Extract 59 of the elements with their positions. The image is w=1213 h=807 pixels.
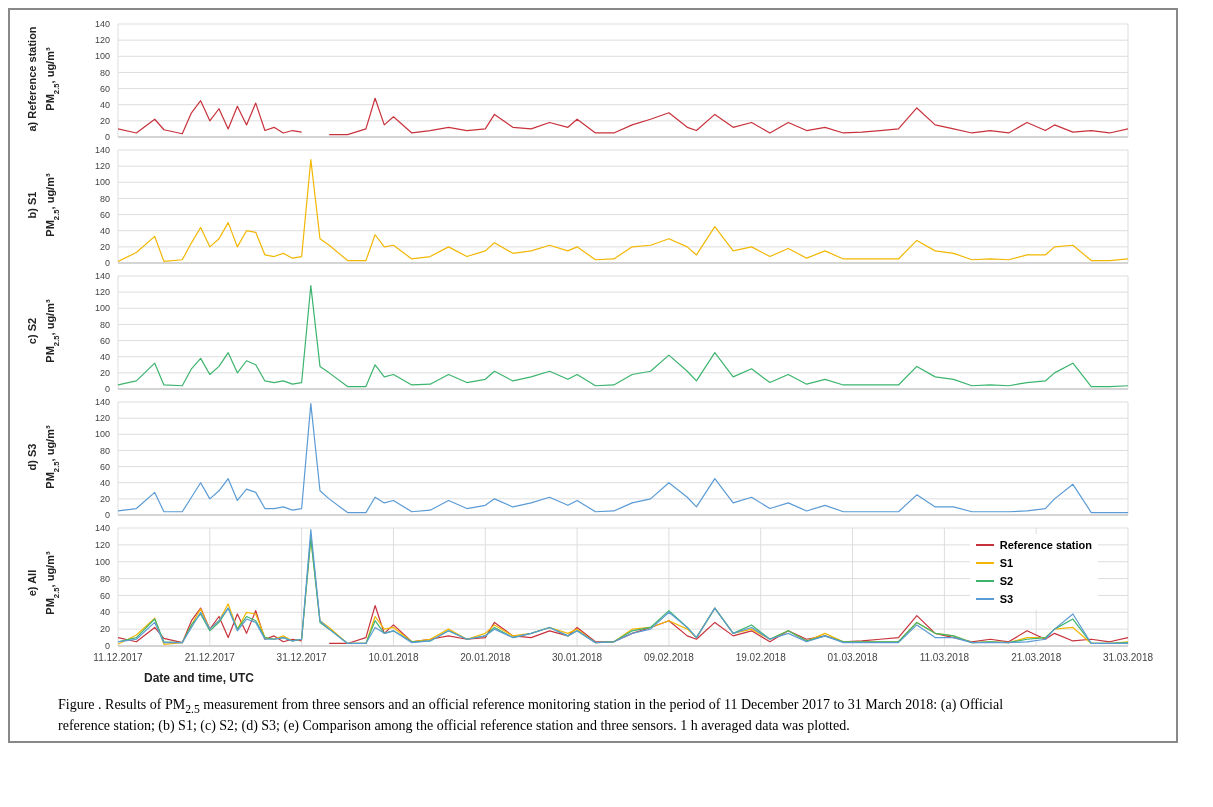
y-tick-label: 100: [94, 177, 110, 188]
y-tick-label: 80: [99, 193, 110, 204]
y-tick-label: 60: [99, 83, 110, 94]
y-tick-label: 0: [104, 510, 110, 521]
text: Figure . Results of PM$_{2.5}$ measurement from three sensors and an official reference monitoring station in the period of 11 December 2017 to 31 March 2018: (a) Official reference station; (b) S1; (c) S2; (d) S3; (e) Comparison among the official reference station and three sensors. 1 h averaged data was plotted.: [58, 696, 1005, 735]
x-tick-label: 30.01.2018: [552, 652, 603, 664]
legend-label: S3: [999, 592, 1014, 607]
y-tick-label: 40: [99, 225, 110, 236]
x-tick-label: 31.12.2017: [276, 652, 328, 664]
x-tick-label: 10.01.2018: [368, 652, 419, 664]
y-tick-label: 20: [99, 242, 110, 253]
legend-label: S2: [999, 574, 1014, 589]
y-tick-label: 100: [94, 303, 110, 314]
x-axis-title: Date and time, UTC: [144, 671, 255, 685]
y-tick-label: 80: [99, 67, 110, 78]
y-tick-label: 140: [94, 271, 110, 282]
y-tick-label: 80: [99, 319, 110, 330]
y-tick-label: 20: [99, 116, 110, 127]
x-tick-label: 21.03.2018: [1011, 652, 1062, 664]
x-tick-label: 31.03.2018: [1102, 652, 1154, 664]
y-tick-label: 100: [94, 429, 110, 440]
y-tick-label: 60: [99, 590, 110, 601]
y-tick-label: 40: [99, 607, 110, 618]
x-tick-label: 11.12.2017: [93, 652, 144, 664]
y-tick-label: 40: [99, 351, 110, 362]
y-tick-label: 60: [99, 335, 110, 346]
x-tick-label: 11.03.2018: [919, 652, 970, 664]
y-tick-label: 0: [104, 641, 110, 652]
y-tick-label: 80: [99, 445, 110, 456]
y-tick-label: 100: [94, 51, 110, 62]
y-tick-label: 120: [94, 35, 110, 46]
y-tick-label: 60: [99, 209, 110, 220]
y-tick-label: 120: [94, 287, 110, 298]
y-tick-label: 140: [94, 523, 110, 534]
legend-label: Reference station: [999, 538, 1092, 553]
y-tick-label: 60: [99, 461, 110, 472]
y-tick-label: 100: [94, 556, 110, 567]
y-tick-label: 80: [99, 573, 110, 584]
y-tick-label: 0: [104, 258, 110, 269]
x-tick-label: 09.02.2018: [643, 652, 695, 664]
line-series: [118, 403, 1128, 514]
y-tick-label: 140: [94, 397, 110, 408]
y-tick-label: 120: [94, 161, 110, 172]
y-tick-label: 0: [104, 132, 110, 143]
x-tick-label: 19.02.2018: [735, 652, 787, 664]
x-tick-label: 21.12.2017: [184, 652, 236, 664]
y-tick-label: 20: [99, 624, 110, 635]
x-tick-label: 20.01.2018: [460, 652, 511, 664]
y-tick-label: 120: [94, 540, 110, 551]
x-tick-label: 01.03.2018: [827, 652, 878, 664]
y-tick-label: 20: [99, 494, 110, 505]
y-tick-label: 140: [94, 19, 110, 30]
y-tick-label: 0: [104, 384, 110, 395]
y-tick-label: 20: [99, 368, 110, 379]
y-tick-label: 120: [94, 413, 110, 424]
y-tick-label: 40: [99, 99, 110, 110]
y-tick-label: 40: [99, 477, 110, 488]
y-tick-label: 140: [94, 145, 110, 156]
legend-label: S1: [999, 556, 1014, 571]
